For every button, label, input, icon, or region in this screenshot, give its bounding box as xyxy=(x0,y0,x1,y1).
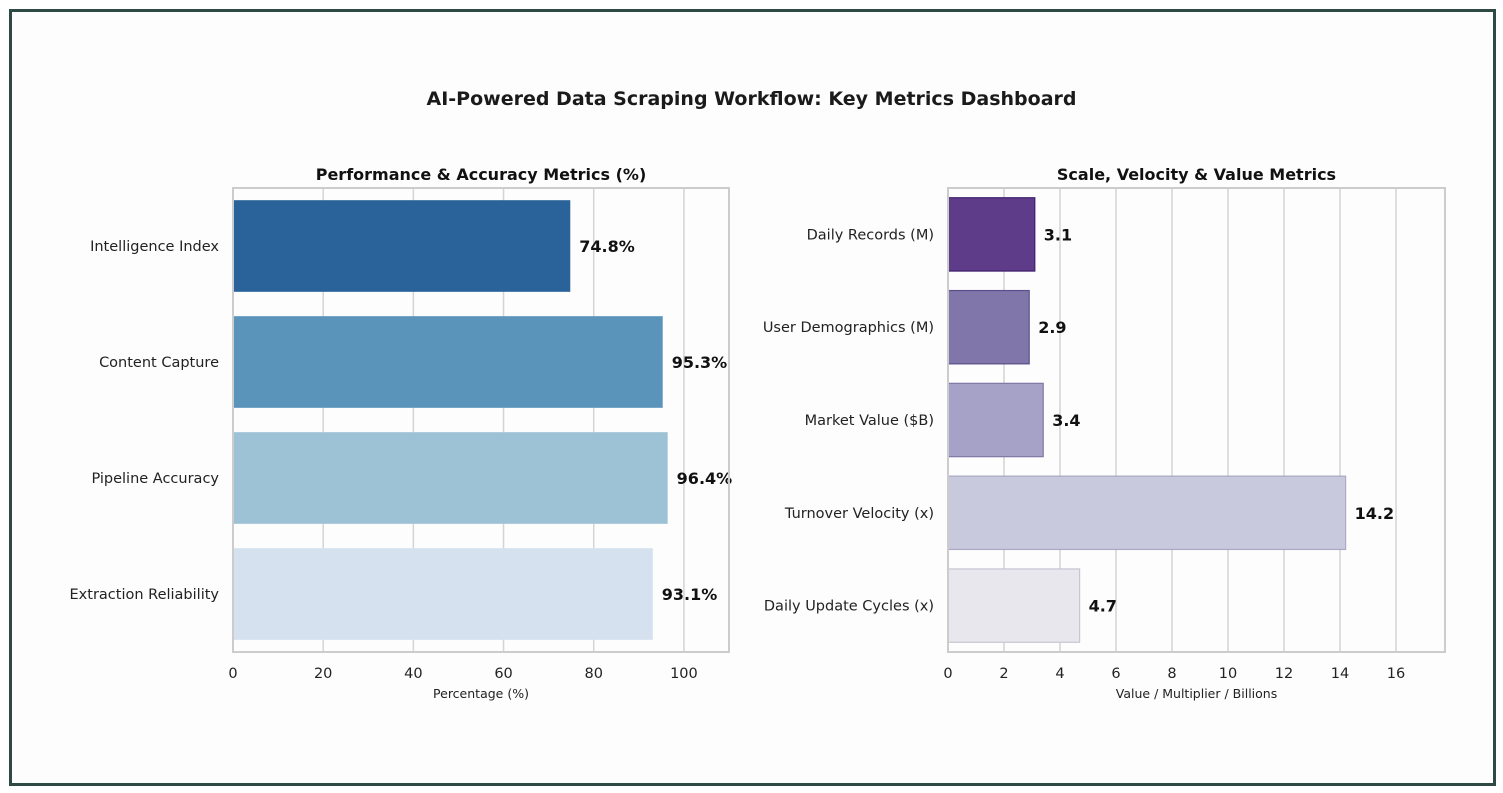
panel2-axes-frame xyxy=(947,187,1446,653)
panel1-bar xyxy=(233,432,668,524)
panel2-value-label: 3.4 xyxy=(1052,411,1080,430)
panel1-value-label: 96.4% xyxy=(677,469,733,488)
panel2-tick-label: 0 xyxy=(943,666,952,682)
panel2-category-label: Daily Update Cycles (x) xyxy=(764,599,934,615)
panel1-value-label: 74.8% xyxy=(579,237,635,256)
panel2-category-label: Daily Records (M) xyxy=(807,227,934,243)
panel1-tick-label: 60 xyxy=(494,666,512,682)
panel1-tick-label: 20 xyxy=(314,666,332,682)
panel2-category-label: User Demographics (M) xyxy=(763,320,934,336)
panel1-value-label: 95.3% xyxy=(672,353,728,372)
panel2-category-label: Turnover Velocity (x) xyxy=(784,506,934,522)
panel2-bar xyxy=(947,568,1081,643)
panel1-tick-label: 40 xyxy=(404,666,422,682)
panel1-category-label: Extraction Reliability xyxy=(70,587,220,603)
panel2-tick-label: 16 xyxy=(1387,666,1405,682)
panel1-xlabel: Percentage (%) xyxy=(433,686,529,701)
panel1-value-label: 93.1% xyxy=(662,585,718,604)
panel2-category-label: Market Value ($B) xyxy=(805,413,934,429)
panel1-bar xyxy=(233,200,571,292)
panel2-value-label: 3.1 xyxy=(1044,225,1072,244)
panel2-bar xyxy=(947,197,1036,272)
panel2-tick-label: 4 xyxy=(1055,666,1064,682)
panel2-tick-label: 14 xyxy=(1331,666,1349,682)
panel1-category-label: Intelligence Index xyxy=(90,239,219,255)
panel1-bar xyxy=(233,316,663,408)
panel2-tick-label: 10 xyxy=(1219,666,1237,682)
panel1-category-label: Pipeline Accuracy xyxy=(91,471,219,487)
panel1-tick-label: 100 xyxy=(670,666,698,682)
panel2-value-label: 14.2 xyxy=(1355,504,1394,523)
panel2-tick-label: 8 xyxy=(1167,666,1176,682)
panel2-value-label: 4.7 xyxy=(1089,597,1117,616)
panel2-title: Scale, Velocity & Value Metrics xyxy=(1057,165,1336,184)
panel1-bar xyxy=(233,548,653,640)
panel2-bar xyxy=(947,289,1030,365)
panel2-tick-label: 2 xyxy=(999,666,1008,682)
panel2-xlabel: Value / Multiplier / Billions xyxy=(1116,686,1277,701)
panel2-tick-label: 12 xyxy=(1275,666,1293,682)
panel1-axes-frame xyxy=(232,187,730,653)
dashboard-title: AI-Powered Data Scraping Workflow: Key M… xyxy=(426,88,1077,110)
panel2-value-label: 2.9 xyxy=(1038,318,1066,337)
panel2-bar xyxy=(947,382,1044,458)
panel1-title: Performance & Accuracy Metrics (%) xyxy=(316,165,647,184)
panel1-tick-label: 0 xyxy=(228,666,237,682)
panel2-tick-label: 6 xyxy=(1111,666,1120,682)
panel2-bar xyxy=(947,475,1347,551)
panel1-tick-label: 80 xyxy=(585,666,603,682)
panel1-category-label: Content Capture xyxy=(99,355,219,371)
